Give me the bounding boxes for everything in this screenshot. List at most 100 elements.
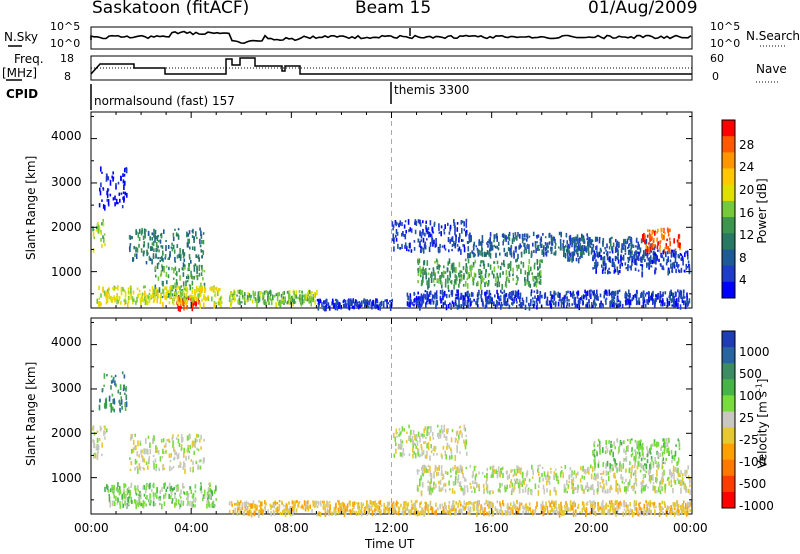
velocity-cell [145,461,148,466]
velocity-cell [190,459,193,462]
power-cell [603,260,606,266]
power-cell [596,289,598,295]
velocity-cell [110,385,112,390]
velocity-cell [194,442,196,449]
power-cell [438,247,440,254]
power-cell [680,257,682,261]
power-cell [611,246,613,251]
power-cell [202,276,204,281]
power-cell [678,242,681,249]
velocity-cell [597,460,600,465]
power-cell [183,252,186,257]
velocity-cell [670,479,672,484]
power-cell [548,241,551,245]
velocity-cell [624,486,626,493]
velocity-cell [412,435,414,439]
power-cell [628,289,630,294]
velocity-cell [353,501,356,506]
power-cell [177,234,180,240]
power-cell [433,270,435,276]
velocity-cell [136,500,138,506]
velocity-cell [640,445,642,450]
velocity-cell [665,457,667,461]
power-cell [578,237,581,244]
power-cell [453,240,455,246]
power-cell [652,299,654,305]
power-cell [401,232,403,237]
power-cell [498,281,501,288]
power-cell [534,281,536,286]
power-cell [677,254,680,258]
velocity-cell [240,500,242,504]
velocity-cell [136,465,138,469]
velocity-cell [129,468,132,472]
power-cell [666,258,668,264]
velocity-cell [127,488,130,494]
velocity-cell [633,511,635,516]
velocity-cell [515,472,517,476]
power-cell [596,252,598,256]
power-cell [532,304,535,309]
velocity-cell [192,499,195,503]
velocity-cell [675,444,677,447]
power-cell [417,296,420,300]
power-cell [202,250,205,256]
power-cell [567,245,570,250]
power-cell [659,247,661,253]
velocity-cell [150,499,152,504]
power-cell [549,291,552,296]
velocity-cell [396,431,399,434]
velocity-cell [459,429,462,433]
power-cell [197,254,200,260]
velocity-cell [585,507,588,513]
power-cell [616,248,619,251]
power-cell [299,294,302,299]
power-cell [505,293,507,297]
velocity-cell [172,488,174,492]
power-cell [168,266,170,271]
velocity-cell [511,469,514,472]
velocity-cell [312,500,314,504]
velocity-cell [547,510,549,515]
power-cell [344,299,347,304]
power-cell [620,261,622,265]
velocity-cell [429,483,431,490]
power-cell [540,295,543,298]
power-cell [187,233,190,237]
power-cell [461,275,463,281]
velocity-cell [107,489,110,493]
power-cell [529,283,531,288]
velocity-cell [125,386,127,390]
power-cell [550,249,553,254]
velocity-cell [676,469,678,473]
power-cell [338,301,340,306]
power-cell [414,219,417,224]
power-cell [457,248,460,252]
velocity-cell [145,496,147,499]
power-cell [428,282,430,288]
velocity-cell [522,510,524,515]
power-cell [655,294,657,298]
velocity-cell [441,473,444,477]
velocity-cell [130,433,133,440]
velocity-cell [614,507,616,514]
power-cell [336,300,339,305]
velocity-cell [170,453,172,458]
power-cell [387,302,389,305]
power-cell [263,290,266,295]
power-cell [106,193,109,198]
velocity-cell [448,444,450,449]
velocity-cell [291,506,294,512]
power-cell [401,222,403,227]
velocity-cell [117,488,119,493]
power-cell [277,301,280,306]
power-cell [625,241,627,245]
power-cell [175,233,178,236]
power-cell [420,245,422,249]
power-cell [534,262,536,265]
power-cell [422,298,425,304]
power-cell [600,255,602,261]
power-cell [496,274,499,279]
velocity-cell [627,439,629,442]
power-cell [121,205,124,209]
